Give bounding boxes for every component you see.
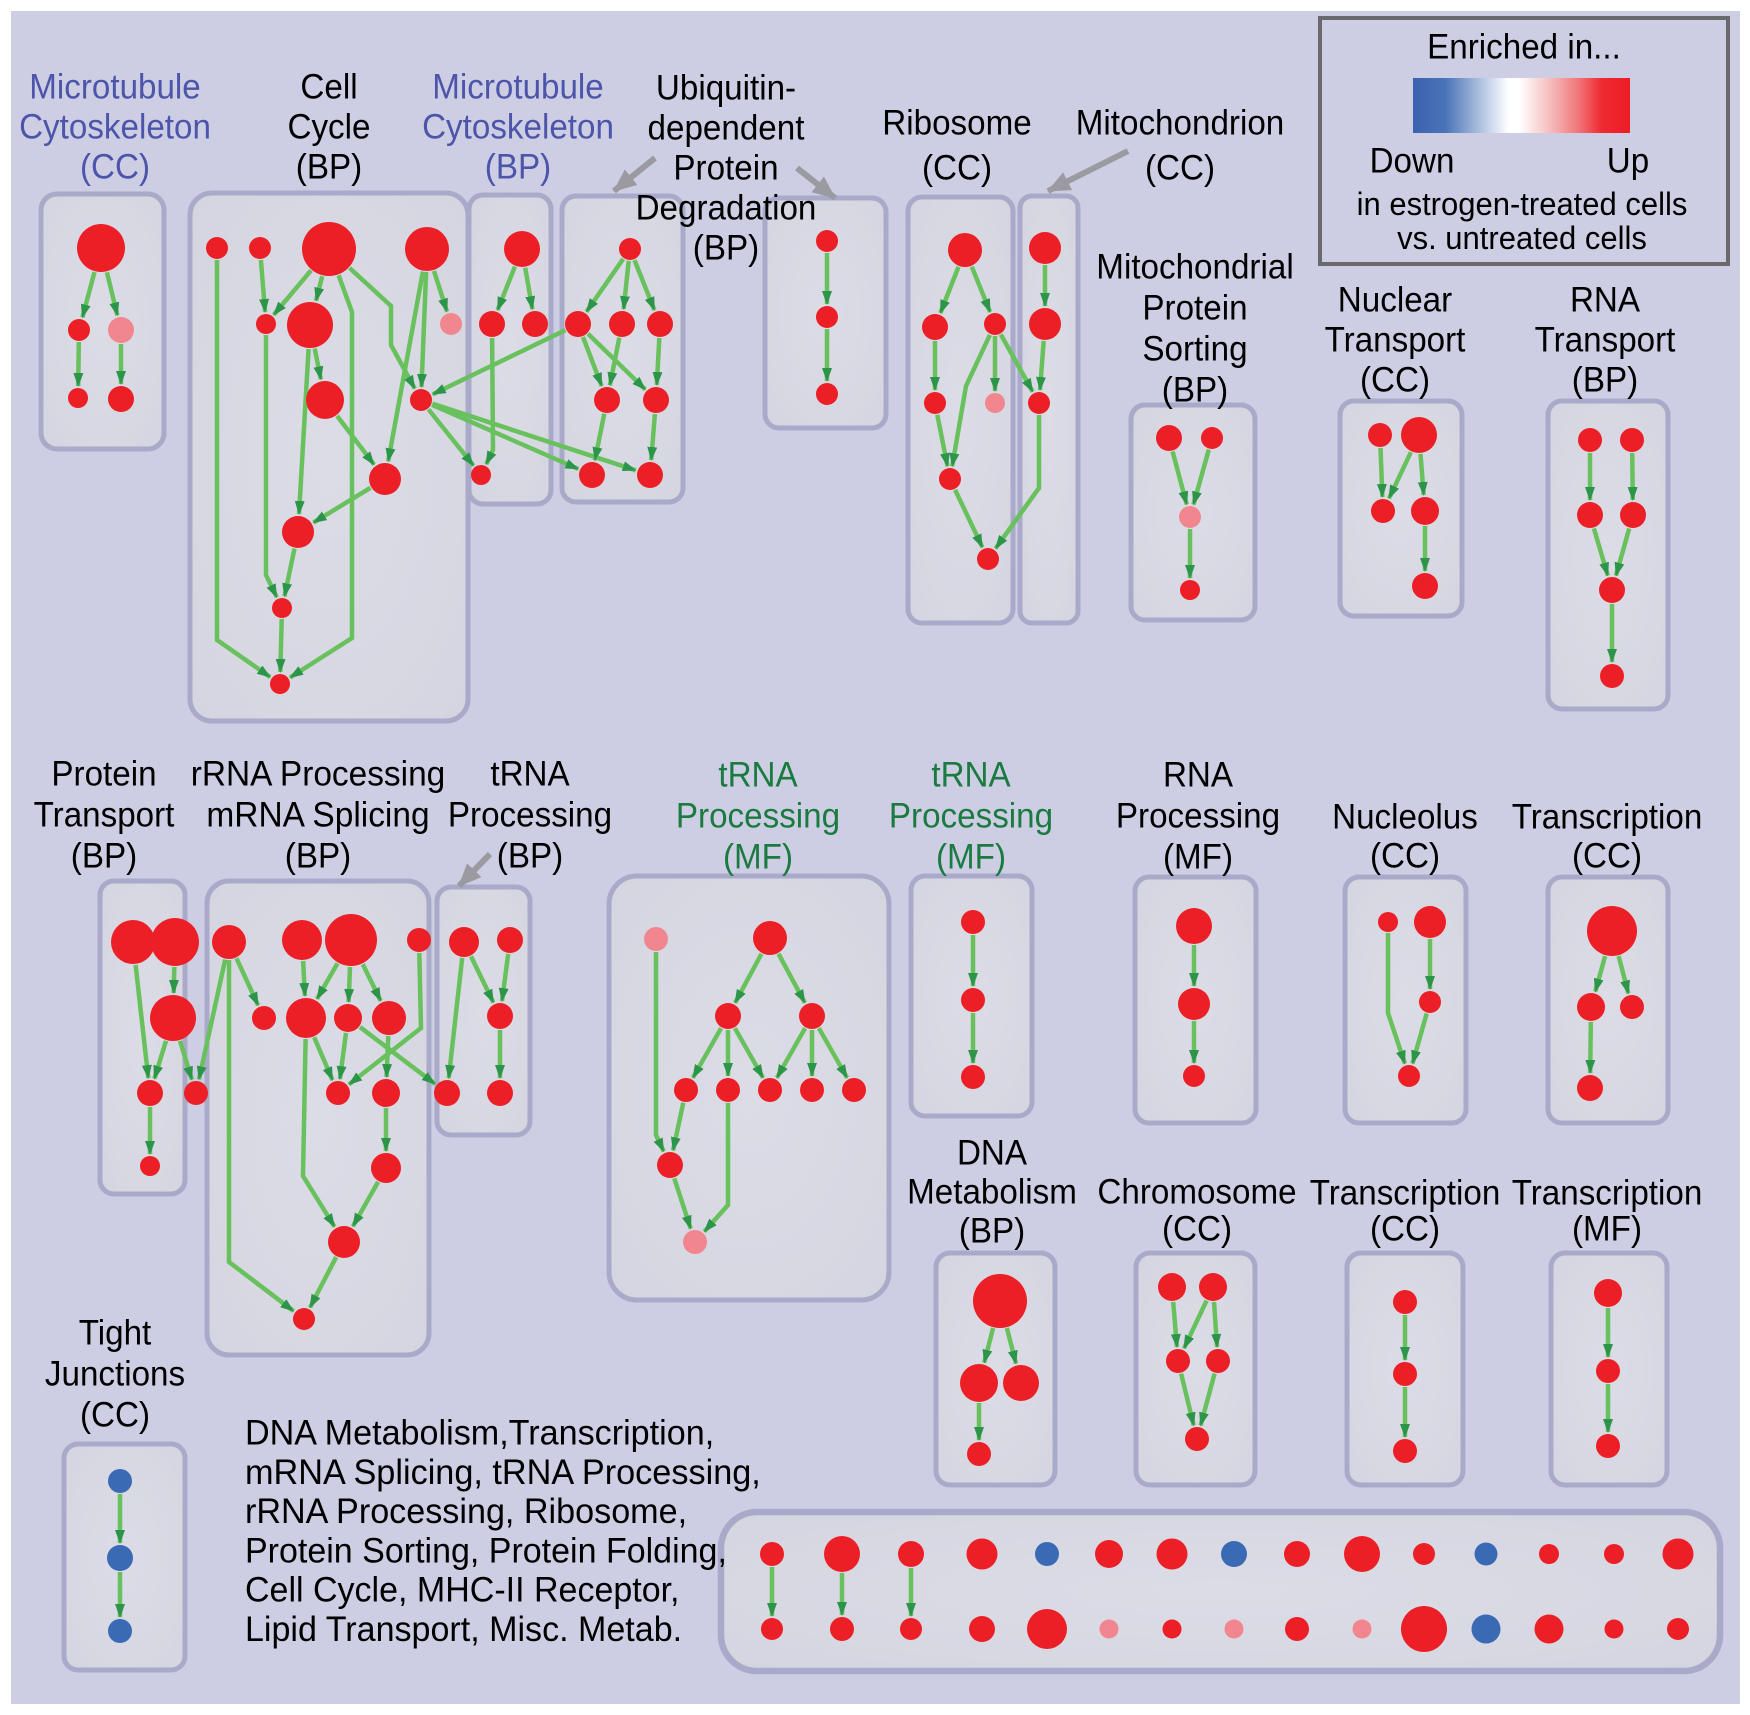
- svg-text:Cytoskeleton: Cytoskeleton: [19, 108, 211, 147]
- svg-text:rRNA Processing: rRNA Processing: [191, 755, 446, 794]
- svg-text:(MF): (MF): [936, 838, 1006, 877]
- svg-text:(CC): (CC): [1370, 837, 1440, 876]
- svg-text:Transport: Transport: [34, 796, 175, 835]
- svg-text:Nucleolus: Nucleolus: [1332, 798, 1478, 837]
- svg-text:(CC): (CC): [1360, 361, 1430, 400]
- svg-text:mRNA Splicing, tRNA Processing: mRNA Splicing, tRNA Processing,: [245, 1453, 761, 1492]
- svg-text:Lipid Transport, Misc. Metab.: Lipid Transport, Misc. Metab.: [245, 1610, 682, 1649]
- svg-text:Transport: Transport: [1325, 321, 1466, 360]
- svg-text:(CC): (CC): [80, 1396, 150, 1435]
- svg-text:Processing: Processing: [676, 797, 840, 836]
- svg-text:dependent: dependent: [648, 109, 805, 148]
- svg-text:RNA: RNA: [1163, 756, 1234, 795]
- svg-text:Metabolism: Metabolism: [907, 1173, 1077, 1212]
- svg-text:(BP): (BP): [497, 837, 563, 876]
- svg-text:(CC): (CC): [1162, 1210, 1232, 1249]
- svg-text:Transport: Transport: [1535, 321, 1676, 360]
- svg-text:Ribosome: Ribosome: [882, 104, 1031, 143]
- svg-text:Tight: Tight: [79, 1314, 152, 1353]
- svg-text:(BP): (BP): [1162, 371, 1228, 410]
- svg-text:Processing: Processing: [889, 797, 1053, 836]
- svg-text:Ubiquitin-: Ubiquitin-: [656, 69, 796, 108]
- svg-text:Protein Sorting, Protein Foldi: Protein Sorting, Protein Folding,: [245, 1531, 727, 1570]
- svg-text:tRNA: tRNA: [718, 756, 798, 795]
- svg-text:(MF): (MF): [723, 838, 793, 877]
- svg-text:in estrogen-treated cells: in estrogen-treated cells: [1357, 186, 1688, 222]
- svg-text:Processing: Processing: [1116, 797, 1280, 836]
- svg-text:Mitochondrion: Mitochondrion: [1076, 104, 1285, 143]
- svg-text:(CC): (CC): [1145, 149, 1215, 188]
- svg-text:(BP): (BP): [693, 229, 759, 268]
- svg-text:Cytoskeleton: Cytoskeleton: [422, 108, 614, 147]
- svg-text:Protein: Protein: [1142, 289, 1247, 328]
- svg-text:(BP): (BP): [1572, 361, 1638, 400]
- svg-text:Down: Down: [1370, 142, 1455, 181]
- svg-text:Protein: Protein: [51, 755, 156, 794]
- svg-text:DNA Metabolism,Transcription,: DNA Metabolism,Transcription,: [245, 1414, 714, 1453]
- svg-text:(BP): (BP): [71, 837, 137, 876]
- svg-text:Enriched in...: Enriched in...: [1427, 28, 1621, 67]
- svg-text:(BP): (BP): [296, 148, 362, 187]
- svg-text:Transcription: Transcription: [1512, 798, 1703, 837]
- svg-text:vs. untreated cells: vs. untreated cells: [1397, 220, 1647, 256]
- svg-text:(CC): (CC): [1572, 837, 1642, 876]
- svg-text:Cell Cycle, MHC-II Receptor,: Cell Cycle, MHC-II Receptor,: [245, 1571, 680, 1610]
- svg-text:Processing: Processing: [448, 796, 612, 835]
- svg-text:Sorting: Sorting: [1142, 330, 1247, 369]
- svg-text:Microtubule: Microtubule: [29, 68, 201, 107]
- svg-text:(CC): (CC): [1370, 1210, 1440, 1249]
- svg-text:Junctions: Junctions: [45, 1355, 185, 1394]
- svg-text:(BP): (BP): [285, 837, 351, 876]
- svg-text:Microtubule: Microtubule: [432, 68, 604, 107]
- svg-text:Cycle: Cycle: [288, 108, 371, 147]
- svg-text:Chromosome: Chromosome: [1097, 1173, 1296, 1212]
- svg-text:rRNA Processing, Ribosome,: rRNA Processing, Ribosome,: [245, 1492, 687, 1531]
- svg-text:DNA: DNA: [957, 1134, 1028, 1173]
- svg-text:tRNA: tRNA: [931, 756, 1011, 795]
- svg-text:mRNA Splicing: mRNA Splicing: [206, 796, 429, 835]
- svg-text:(BP): (BP): [485, 148, 551, 187]
- svg-text:(MF): (MF): [1572, 1210, 1642, 1249]
- svg-text:(BP): (BP): [959, 1212, 1025, 1251]
- svg-text:Transcription: Transcription: [1512, 1174, 1703, 1213]
- svg-text:(CC): (CC): [922, 149, 992, 188]
- svg-text:Mitochondrial: Mitochondrial: [1096, 248, 1293, 287]
- svg-text:tRNA: tRNA: [490, 755, 570, 794]
- svg-text:Degradation: Degradation: [636, 189, 817, 228]
- svg-text:RNA: RNA: [1570, 281, 1641, 320]
- svg-text:(MF): (MF): [1163, 838, 1233, 877]
- svg-text:(CC): (CC): [80, 148, 150, 187]
- svg-text:Protein: Protein: [673, 149, 778, 188]
- svg-text:Up: Up: [1607, 142, 1649, 181]
- svg-text:Cell: Cell: [300, 68, 357, 107]
- svg-text:Transcription: Transcription: [1310, 1174, 1501, 1213]
- svg-text:Nuclear: Nuclear: [1338, 281, 1453, 320]
